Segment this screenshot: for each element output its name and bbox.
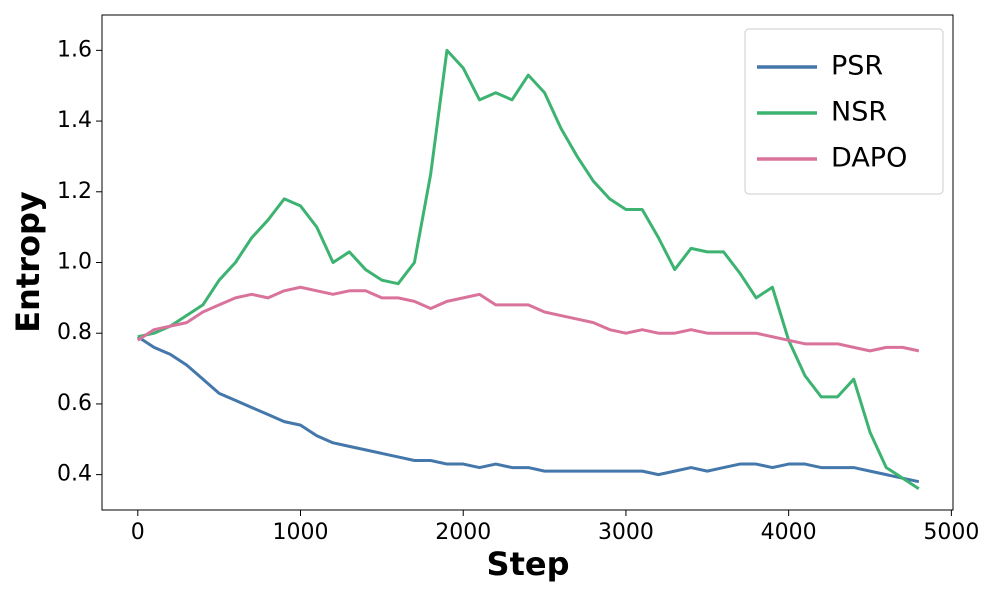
- series-line: [136, 335, 920, 484]
- x-tick-label: 4000: [761, 520, 817, 545]
- x-tick-label: 3000: [598, 520, 654, 545]
- x-tick-label: 0: [131, 520, 145, 545]
- x-tick-label: 5000: [923, 520, 979, 545]
- y-tick-label: 1.2: [57, 179, 92, 204]
- y-axis-label: Entropy: [9, 191, 47, 333]
- y-tick-label: 0.8: [57, 320, 92, 345]
- x-tick-label: 2000: [435, 520, 491, 545]
- x-axis-label: Step: [487, 545, 570, 583]
- y-tick-label: 0.6: [57, 391, 92, 416]
- y-tick-label: 1.4: [57, 108, 92, 133]
- plot-frame: [101, 14, 954, 511]
- legend-box: [744, 28, 944, 195]
- legend-label: PSR: [831, 51, 883, 82]
- legend-label: DAPO: [831, 143, 907, 174]
- y-tick-label: 1.6: [57, 37, 92, 62]
- legend-label: NSR: [831, 97, 887, 128]
- series-line: [136, 285, 920, 353]
- y-tick-label: 0.4: [57, 462, 92, 487]
- y-tick-label: 1.0: [57, 250, 92, 275]
- x-tick-label: 1000: [273, 520, 329, 545]
